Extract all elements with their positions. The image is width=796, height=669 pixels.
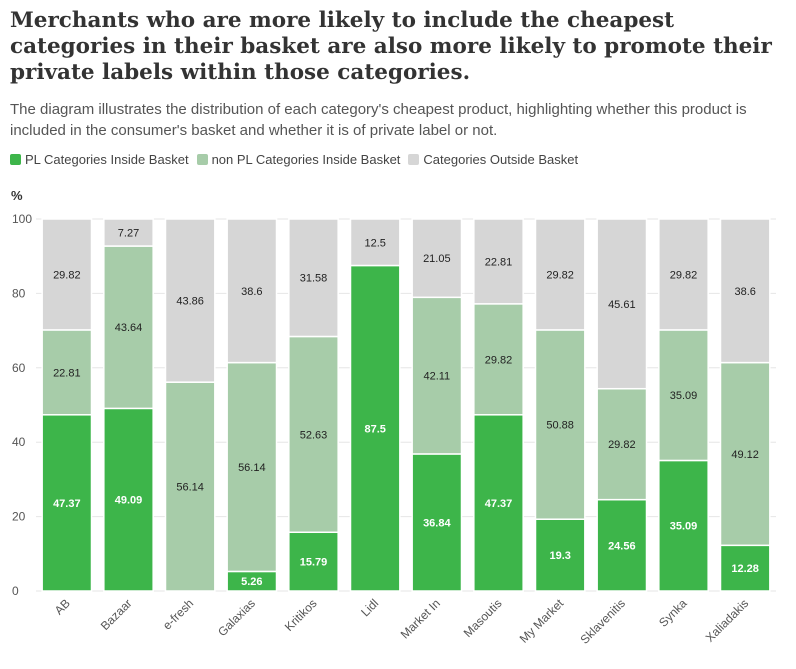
bar-segment bbox=[473, 218, 524, 305]
x-tick-label: Lidl bbox=[358, 596, 381, 619]
data-label: 31.58 bbox=[300, 273, 328, 285]
data-label: 42.11 bbox=[423, 371, 450, 383]
bar-segment bbox=[103, 218, 154, 247]
data-label: 43.64 bbox=[115, 322, 143, 334]
legend-label-pl: PL Categories Inside Basket bbox=[25, 152, 189, 167]
bar-segment bbox=[41, 414, 93, 592]
data-label: 29.82 bbox=[485, 354, 513, 366]
x-tick-label: Kritikos bbox=[282, 596, 320, 634]
bar-segment bbox=[534, 218, 586, 331]
bar-segment bbox=[719, 218, 771, 364]
data-label: 22.81 bbox=[485, 256, 513, 268]
data-label: 29.82 bbox=[53, 269, 81, 281]
data-label: 22.81 bbox=[53, 367, 81, 379]
y-tick-label: 80 bbox=[12, 286, 26, 300]
data-label: 56.14 bbox=[176, 482, 204, 494]
chart-subtitle: The diagram illustrates the distribution… bbox=[10, 101, 747, 139]
bar-segment bbox=[473, 303, 524, 416]
data-label: 12.5 bbox=[364, 237, 385, 249]
x-tick-label: Galaxias bbox=[215, 596, 258, 639]
data-label: 49.09 bbox=[115, 495, 143, 507]
data-label: 47.37 bbox=[53, 498, 81, 510]
y-tick-label: 20 bbox=[12, 510, 26, 524]
data-label: 87.5 bbox=[364, 423, 385, 435]
bar-segment bbox=[288, 218, 339, 338]
legend-swatch-pl bbox=[10, 154, 21, 165]
x-tick-label: Masoutis bbox=[461, 596, 505, 640]
legend-item-non-pl[interactable]: non PL Categories Inside Basket bbox=[196, 152, 401, 167]
data-label: 12.28 bbox=[731, 563, 759, 575]
data-label: 21.05 bbox=[423, 253, 451, 265]
bar-segment bbox=[596, 218, 648, 390]
y-tick-label: 40 bbox=[12, 435, 26, 449]
data-label: 38.6 bbox=[241, 286, 262, 298]
y-axis-unit: % bbox=[11, 188, 23, 203]
bar-segment bbox=[164, 218, 216, 383]
data-label: 47.37 bbox=[485, 498, 513, 510]
legend-label-non-pl: non PL Categories Inside Basket bbox=[211, 152, 401, 167]
bar-segment bbox=[288, 335, 339, 534]
data-label: 56.14 bbox=[238, 462, 266, 474]
bar-segment bbox=[534, 329, 586, 520]
data-label: 38.6 bbox=[734, 286, 755, 298]
y-tick-label: 60 bbox=[12, 361, 26, 375]
y-tick-label: 0 bbox=[12, 584, 19, 598]
x-tick-label: Synka bbox=[656, 596, 690, 630]
bar-segment bbox=[349, 218, 401, 267]
bar-segment bbox=[411, 296, 463, 455]
x-tick-label: Sklavenitis bbox=[577, 596, 627, 646]
bar-segment bbox=[288, 531, 339, 592]
data-label: 43.86 bbox=[176, 296, 204, 308]
bar-segment bbox=[719, 361, 771, 547]
data-label: 5.26 bbox=[241, 576, 262, 588]
bar-segment bbox=[658, 329, 709, 462]
bar-segment bbox=[349, 264, 401, 592]
bar-segment bbox=[411, 218, 463, 299]
data-label: 49.12 bbox=[731, 449, 759, 461]
data-label: 52.63 bbox=[300, 429, 328, 441]
legend-label-outside: Categories Outside Basket bbox=[423, 152, 579, 167]
data-label: 29.82 bbox=[608, 439, 636, 451]
data-label: 19.3 bbox=[549, 550, 570, 562]
data-label: 36.84 bbox=[423, 517, 451, 529]
bar-segment bbox=[596, 498, 648, 592]
data-label: 29.82 bbox=[670, 269, 698, 281]
bar-segment bbox=[41, 218, 93, 331]
data-label: 15.79 bbox=[300, 557, 328, 569]
bar-segment bbox=[41, 329, 93, 416]
bar-segment bbox=[226, 218, 278, 364]
x-tick-label: AB bbox=[52, 596, 73, 617]
data-label: 29.82 bbox=[546, 269, 574, 281]
legend: PL Categories Inside Basket non PL Categ… bbox=[10, 152, 586, 167]
x-tick-label: e-fresh bbox=[160, 596, 196, 632]
chart-title: Merchants who are more likely to include… bbox=[10, 8, 772, 85]
legend-item-outside[interactable]: Categories Outside Basket bbox=[408, 152, 578, 167]
x-tick-label: My Market bbox=[517, 596, 567, 646]
legend-swatch-outside bbox=[408, 154, 420, 165]
legend-swatch-non-pl bbox=[196, 154, 208, 165]
x-tick-label: Bazaar bbox=[98, 596, 135, 633]
legend-item-pl[interactable]: PL Categories Inside Basket bbox=[10, 152, 189, 167]
y-tick-label: 100 bbox=[12, 212, 32, 226]
x-tick-label: Market In bbox=[398, 596, 443, 641]
bar-segment bbox=[226, 361, 278, 573]
bar-segment bbox=[658, 218, 709, 331]
bar-segment bbox=[164, 381, 216, 592]
bar-segment bbox=[103, 407, 154, 592]
bar-segment bbox=[411, 453, 463, 592]
data-label: 35.09 bbox=[670, 521, 698, 533]
data-label: 35.09 bbox=[670, 390, 698, 402]
data-label: 50.88 bbox=[546, 420, 574, 432]
data-label: 7.27 bbox=[118, 228, 139, 240]
bar-segment bbox=[596, 387, 648, 501]
x-tick-label: Xaliadakis bbox=[703, 596, 752, 645]
data-label: 24.56 bbox=[608, 540, 636, 552]
data-label: 45.61 bbox=[608, 299, 636, 311]
